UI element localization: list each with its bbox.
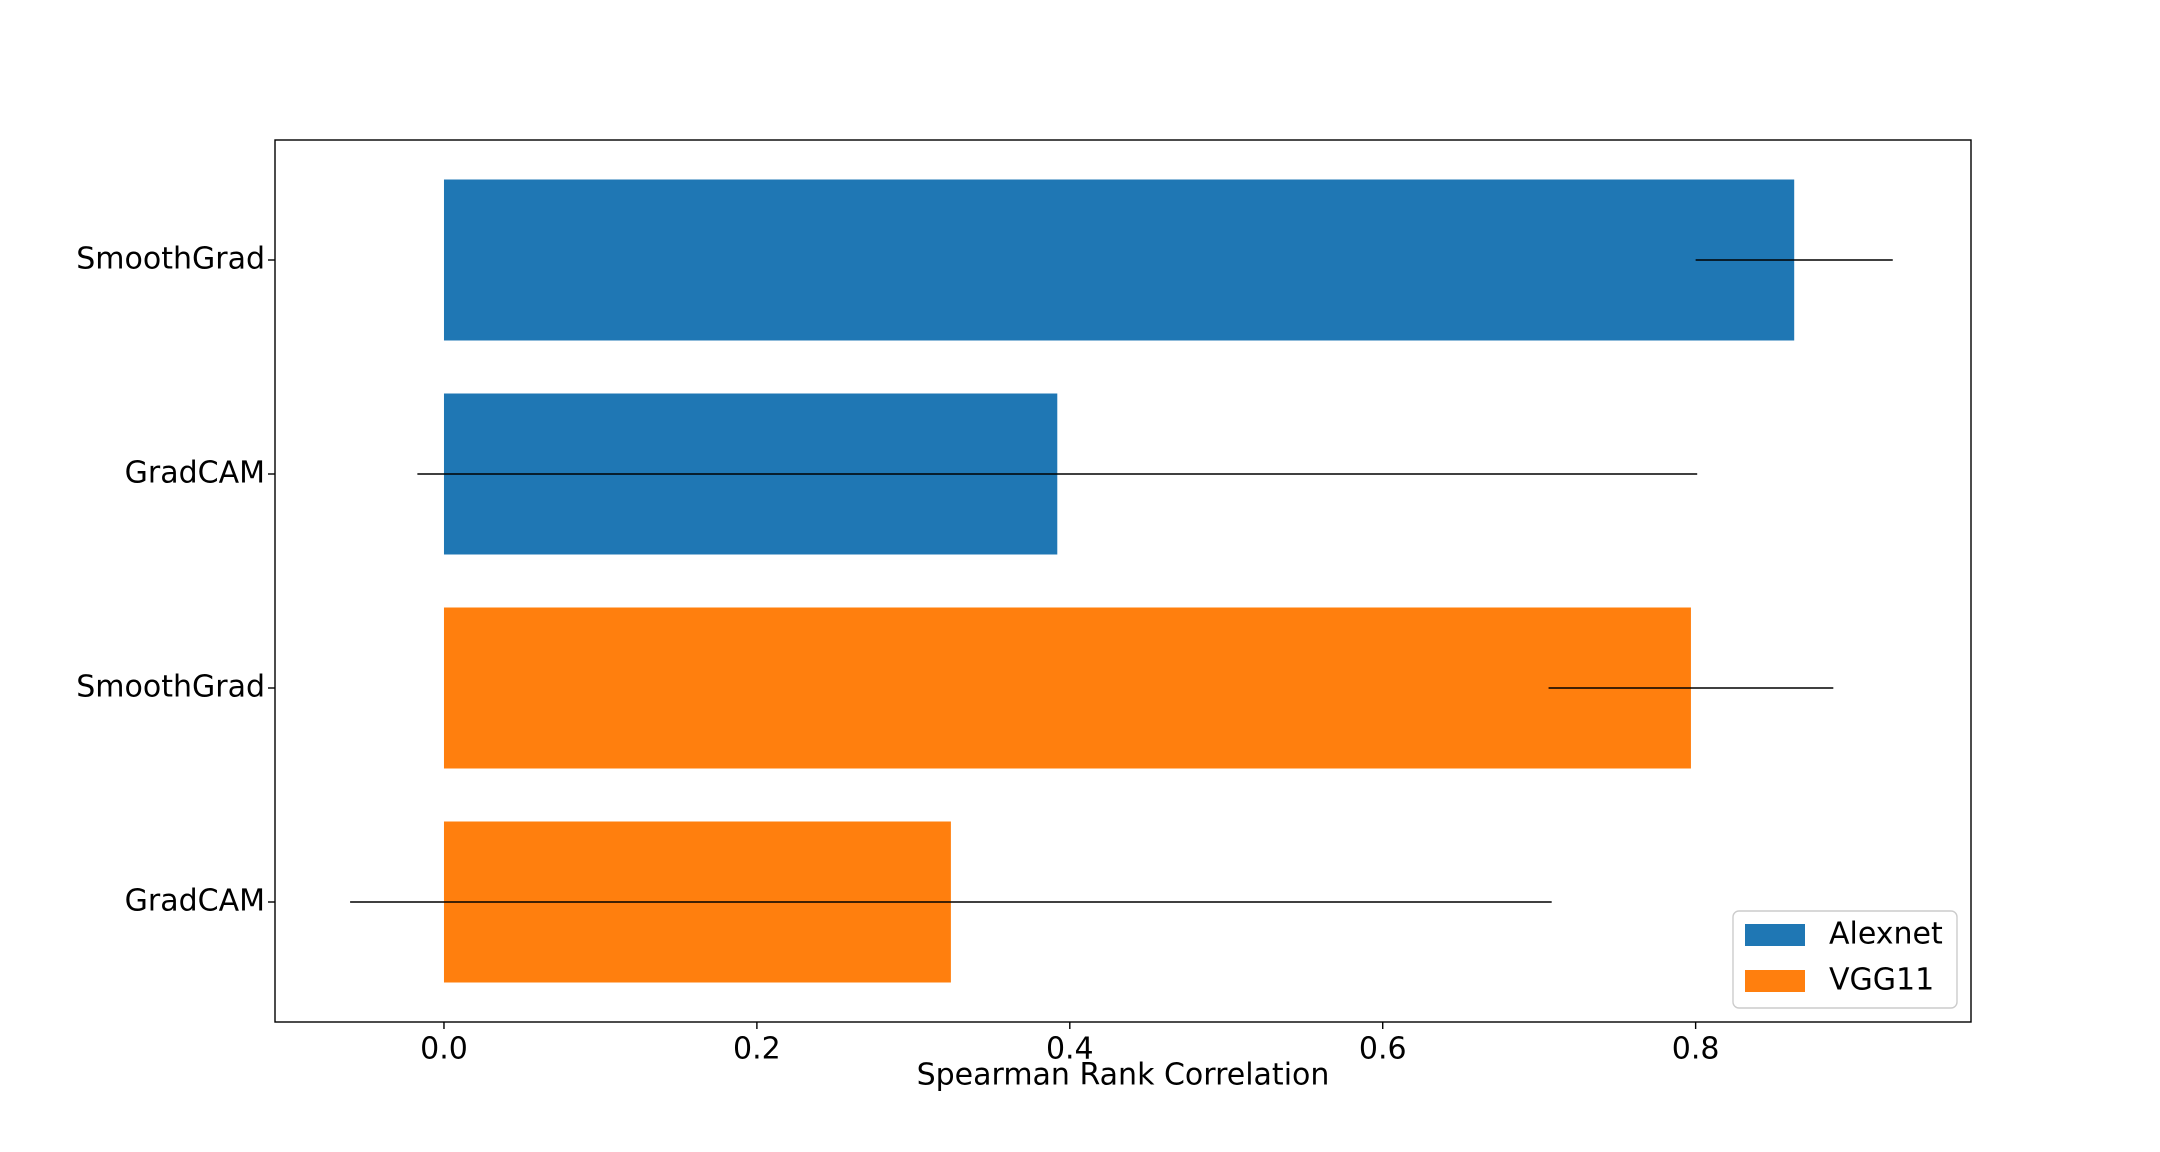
x-tick-label: 0.0 [420, 1032, 468, 1067]
plot-frame [274, 139, 1972, 1023]
legend-swatch [1745, 970, 1805, 992]
bar [443, 179, 1795, 341]
bar [443, 607, 1691, 769]
x-axis-label: Spearman Rank Correlation [917, 1058, 1330, 1093]
legend-label: Alexnet [1829, 917, 1943, 952]
legend-swatch [1745, 924, 1805, 946]
y-tick-label: GradCAM [125, 456, 265, 491]
y-tick-label: GradCAM [125, 884, 265, 919]
y-tick-label: SmoothGrad [76, 242, 265, 277]
x-tick-label: 0.2 [733, 1032, 781, 1067]
x-tick-label: 0.4 [1046, 1032, 1094, 1067]
y-tick-label: SmoothGrad [76, 670, 265, 705]
legend-label: VGG11 [1829, 963, 1934, 998]
x-tick-label: 0.8 [1672, 1032, 1720, 1067]
x-tick-label: 0.6 [1359, 1032, 1407, 1067]
